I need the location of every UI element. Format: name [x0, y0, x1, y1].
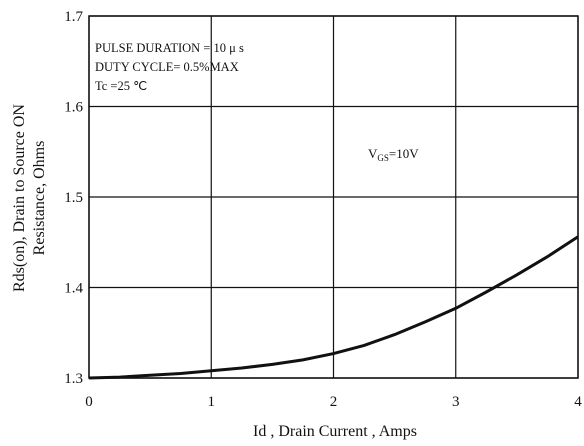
x-tick-labels: 0 1 2 3 4 — [85, 394, 582, 410]
y-tick-label: 1.5 — [64, 190, 83, 206]
x-tick-label: 1 — [208, 394, 216, 410]
series-line — [88, 235, 579, 380]
test-conditions: PULSE DURATION = 10 μ s DUTY CYCLE= 0.5%M… — [95, 41, 244, 93]
series-label: VGS=10V — [368, 146, 419, 163]
y-tick-label: 1.6 — [64, 100, 83, 116]
y-tick-label: 1.4 — [64, 281, 83, 297]
plot-frame — [88, 15, 579, 379]
y-tick-label: 1.3 — [64, 371, 83, 387]
x-tick-label: 3 — [452, 394, 460, 410]
y-tick-labels: 1.3 1.4 1.5 1.6 1.7 — [64, 9, 83, 387]
x-tick-label: 4 — [574, 394, 582, 410]
y-tick-label: 1.7 — [64, 9, 83, 25]
annotation-line-1: DUTY CYCLE= 0.5%MAX — [95, 60, 239, 74]
y-axis-title-line-2: Resistance, Ohms — [31, 141, 48, 256]
annotation-line-0: PULSE DURATION = 10 μ s — [95, 41, 244, 55]
y-axis-title-line-1: Rds(on), Drain to Source ON — [11, 104, 28, 292]
x-axis-title: Id , Drain Current , Amps — [253, 423, 417, 440]
annotation-line-2: Tc =25 ℃ — [95, 79, 147, 93]
x-tick-label: 2 — [330, 394, 338, 410]
x-tick-label: 0 — [85, 394, 93, 410]
